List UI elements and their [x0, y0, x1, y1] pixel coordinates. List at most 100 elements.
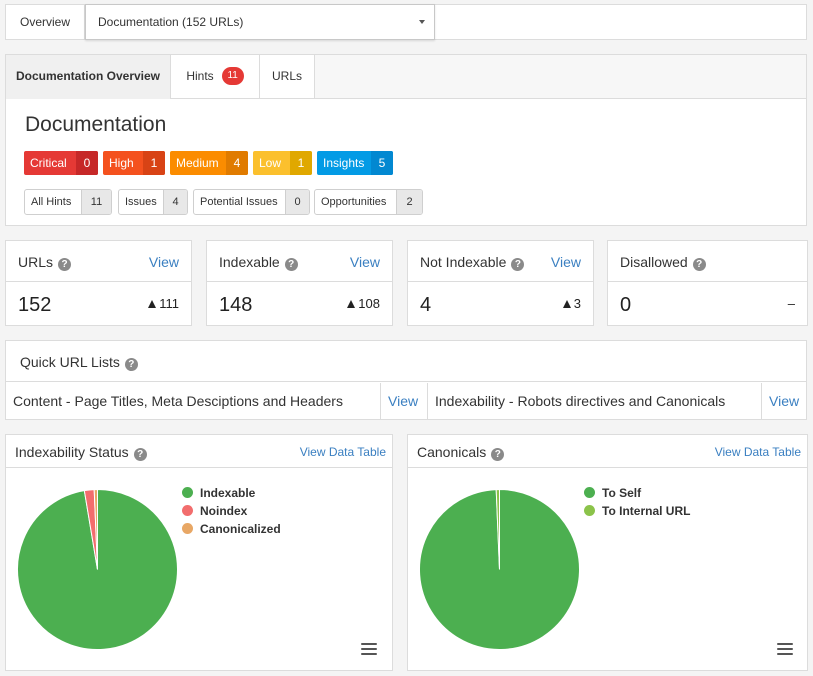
severity-high[interactable]: High 1 [103, 151, 165, 175]
legend-item-to-internal-url[interactable]: To Internal URL [584, 504, 690, 518]
filter-count: 0 [285, 190, 309, 214]
stat-card-urls: URLs? View 152 111 [5, 240, 192, 326]
indexability-pie-chart [17, 488, 178, 650]
severity-label: Insights [323, 156, 365, 170]
question-circle-icon[interactable]: ? [511, 258, 525, 271]
chart-panel-header: Canonicals? View Data Table [408, 435, 807, 468]
severity-label: Medium [176, 156, 219, 170]
quick-lists-header: Quick URL Lists? [6, 341, 806, 382]
triangle-up-icon [347, 300, 356, 308]
stat-title: Indexable? [219, 254, 298, 271]
severity-count: 5 [371, 151, 393, 175]
question-circle-icon[interactable]: ? [491, 448, 505, 461]
stat-card-indexable: Indexable? View 148 108 [206, 240, 393, 326]
filter-opportunities[interactable]: Opportunities 2 [314, 189, 423, 215]
tab-bar: Documentation Overview Hints 11 URLs [6, 55, 806, 99]
tab-hints-label: Hints [186, 69, 214, 83]
filter-issues[interactable]: Issues 4 [118, 189, 188, 215]
legend-swatch [182, 523, 193, 534]
filter-label: Opportunities [321, 196, 387, 208]
severity-count: 1 [143, 151, 165, 175]
divider [380, 383, 381, 419]
stat-delta: 111 [148, 296, 179, 311]
tab-hints[interactable]: Hints 11 [171, 55, 260, 98]
pie-slice-canonicalized[interactable] [93, 488, 98, 570]
overview-panel: Documentation Overview Hints 11 URLs Docu… [5, 54, 807, 226]
triangle-up-icon [562, 300, 571, 308]
view-indexability-list-link[interactable]: View [769, 393, 800, 409]
legend-item-canonicalized[interactable]: Canonicalized [182, 522, 281, 536]
view-data-table-link[interactable]: View Data Table [299, 445, 386, 459]
question-circle-icon[interactable]: ? [124, 358, 138, 371]
tab-urls[interactable]: URLs [260, 55, 315, 98]
stat-title: Not Indexable? [420, 254, 525, 271]
hints-count-badge: 11 [221, 66, 244, 85]
audit-select-value: Documentation (152 URLs) [98, 15, 244, 29]
stat-card-header: URLs? View [6, 241, 191, 282]
stat-delta: 108 [347, 296, 380, 311]
legend-swatch [182, 505, 193, 516]
stat-value: 148 [219, 294, 253, 316]
legend-item-indexable[interactable]: Indexable [182, 486, 255, 500]
stat-card-header: Not Indexable? View [408, 241, 593, 282]
quick-lists-title: Quick URL Lists? [20, 354, 138, 371]
tab-documentation-overview[interactable]: Documentation Overview [6, 55, 171, 99]
filter-potential-issues[interactable]: Potential Issues 0 [193, 189, 310, 215]
stat-card-header: Disallowed? [608, 241, 807, 282]
hamburger-menu-icon[interactable] [777, 643, 793, 655]
quick-url-lists-panel: Quick URL Lists? Content - Page Titles, … [5, 340, 807, 420]
view-data-table-link[interactable]: View Data Table [714, 445, 801, 459]
severity-critical[interactable]: Critical 0 [24, 151, 98, 175]
triangle-up-icon [148, 300, 157, 308]
view-indexable-link[interactable]: View [349, 254, 380, 270]
legend-swatch [584, 487, 595, 498]
view-not-indexable-link[interactable]: View [550, 254, 581, 270]
filter-count: 11 [81, 190, 111, 214]
divider [427, 383, 428, 419]
filter-count: 2 [396, 190, 422, 214]
page-title: Documentation [25, 113, 167, 136]
hamburger-menu-icon[interactable] [361, 643, 377, 655]
filter-all-hints[interactable]: All Hints 11 [24, 189, 112, 215]
severity-medium[interactable]: Medium 4 [170, 151, 248, 175]
question-circle-icon[interactable]: ? [133, 448, 147, 461]
canonicals-panel: Canonicals? View Data Table To Self To I… [407, 434, 808, 671]
legend-item-to-self[interactable]: To Self [584, 486, 641, 500]
stat-value: 0 [620, 294, 632, 316]
stat-card-not-indexable: Not Indexable? View 4 3 [407, 240, 594, 326]
stat-value: 4 [420, 294, 432, 316]
severity-label: Critical [30, 156, 67, 170]
overview-link[interactable]: Overview [6, 5, 85, 39]
pie-slice-to-internal-url[interactable] [495, 488, 500, 570]
severity-low[interactable]: Low 1 [253, 151, 312, 175]
filter-count: 4 [163, 190, 187, 214]
filter-label: Issues [125, 196, 157, 208]
indexability-status-panel: Indexability Status? View Data Table Ind… [5, 434, 393, 671]
chart-panel-title: Indexability Status? [15, 444, 147, 461]
audit-toolbar: Overview Documentation (152 URLs) [5, 4, 807, 40]
legend-swatch [584, 505, 595, 516]
stat-delta: – [787, 296, 795, 311]
filter-label: All Hints [31, 196, 72, 208]
quick-list-content-label: Content - Page Titles, Meta Desciptions … [13, 393, 343, 409]
stat-delta: 3 [562, 296, 581, 311]
legend-swatch [182, 487, 193, 498]
caret-down-icon [419, 20, 425, 24]
stat-value: 152 [18, 294, 52, 316]
question-circle-icon[interactable]: ? [692, 258, 706, 271]
severity-label: High [109, 156, 134, 170]
severity-count: 0 [76, 151, 98, 175]
view-urls-link[interactable]: View [148, 254, 179, 270]
view-content-list-link[interactable]: View [388, 393, 419, 409]
divider [761, 383, 762, 419]
quick-list-indexability-label: Indexability - Robots directives and Can… [435, 393, 726, 409]
legend-item-noindex[interactable]: Noindex [182, 504, 247, 518]
stat-title: URLs? [18, 254, 72, 271]
severity-insights[interactable]: Insights 5 [317, 151, 393, 175]
stat-title: Disallowed? [620, 254, 706, 271]
chart-panel-title: Canonicals? [417, 444, 505, 461]
question-circle-icon[interactable]: ? [58, 258, 72, 271]
question-circle-icon[interactable]: ? [284, 258, 298, 271]
audit-select[interactable]: Documentation (152 URLs) [85, 4, 435, 40]
chart-panel-header: Indexability Status? View Data Table [6, 435, 392, 468]
